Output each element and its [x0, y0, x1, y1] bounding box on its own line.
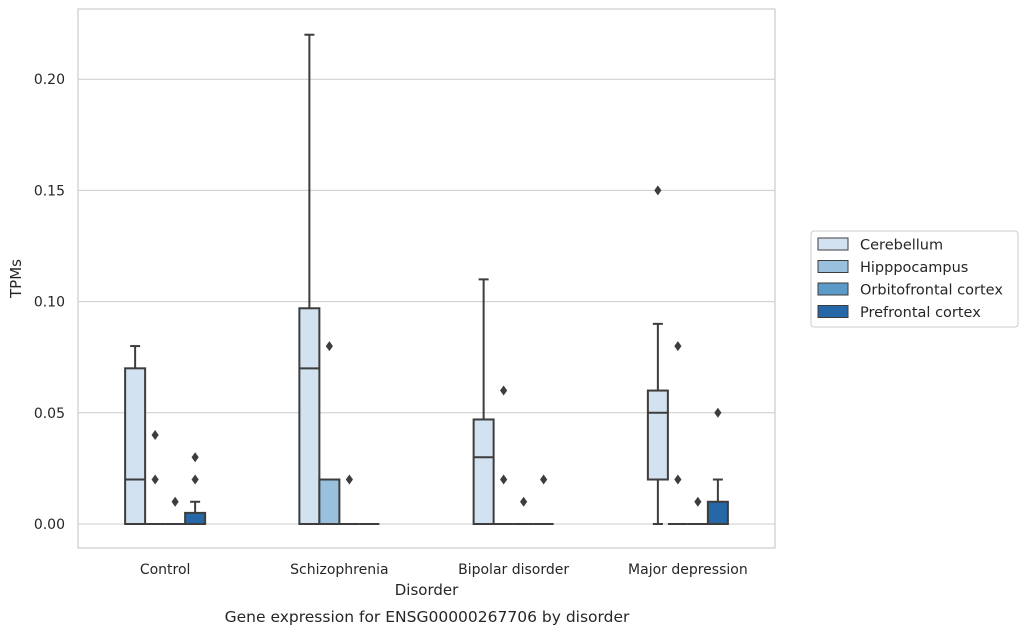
outlier-point	[714, 407, 722, 418]
y-tick-label: 0.15	[34, 183, 65, 199]
legend-label: Prefrontal cortex	[860, 305, 981, 321]
outlier-point	[674, 474, 682, 485]
y-axis-label: TPMs	[7, 259, 25, 299]
box-body	[706, 500, 729, 526]
box-orbitofrontal-cortex	[339, 474, 360, 525]
plot-frame	[77, 8, 776, 549]
outlier-point	[500, 474, 508, 485]
outlier-point	[694, 496, 702, 507]
y-tick-label: 0.05	[34, 406, 65, 422]
y-tick-labels: 0.00 0.05 0.10 0.15 0.20	[34, 72, 65, 533]
legend-label: Orbitofrontal cortex	[860, 283, 1003, 299]
x-axis-label: Disorder	[395, 581, 459, 599]
box-orbitofrontal-cortex	[165, 496, 186, 525]
outlier-point	[191, 452, 199, 463]
box-body	[298, 307, 321, 525]
box-hipppocampus	[667, 341, 688, 525]
box-prefrontal-cortex	[184, 452, 207, 526]
box-prefrontal-cortex	[706, 407, 729, 526]
box-hipppocampus	[145, 430, 166, 525]
outlier-point	[345, 474, 353, 485]
box-cerebellum	[298, 33, 321, 525]
outlier-point	[540, 474, 548, 485]
box-prefrontal-cortex	[533, 474, 554, 525]
box-orbitofrontal-cortex	[687, 496, 708, 525]
legend-label: Cerebellum	[860, 238, 943, 254]
outlier-point	[654, 185, 662, 196]
box-cerebellum	[646, 185, 669, 525]
x-tick-label: Schizophrenia	[290, 562, 388, 578]
chart-caption: Gene expression for ENSG00000267706 by d…	[225, 608, 630, 626]
grid-layer	[78, 78, 775, 525]
legend-swatch	[817, 305, 849, 318]
box-hipppocampus	[493, 385, 514, 525]
outlier-point	[500, 385, 508, 396]
outlier-point	[191, 474, 199, 485]
outlier-point	[171, 496, 179, 507]
legend-swatch	[817, 260, 849, 273]
box-orbitofrontal-cortex	[513, 496, 534, 525]
box-body	[472, 418, 495, 525]
x-tick-label: Control	[140, 562, 191, 578]
y-tick-label: 0.20	[34, 72, 65, 88]
box-hipppocampus	[318, 341, 341, 525]
legend-swatch	[817, 282, 849, 296]
outlier-point	[674, 341, 682, 352]
box-body	[124, 367, 147, 525]
legend: Cerebellum Hipppocampus Orbitofrontal cort…	[810, 230, 1019, 328]
legend-frame	[810, 230, 1019, 328]
box-body	[646, 389, 669, 481]
y-tick-label: 0.10	[34, 295, 65, 311]
x-tick-label: Major depression	[628, 562, 748, 578]
box-body	[184, 511, 207, 526]
box-cerebellum	[472, 278, 495, 525]
outlier-point	[325, 341, 333, 352]
legend-label: Hipppocampus	[860, 260, 968, 276]
outlier-point	[151, 474, 159, 485]
box-body	[318, 478, 341, 525]
y-tick-label: 0.00	[34, 517, 65, 533]
outlier-point	[520, 496, 528, 507]
box-cerebellum	[124, 345, 147, 525]
x-tick-label: Bipolar disorder	[458, 562, 569, 578]
legend-swatch	[817, 237, 849, 251]
box-layer	[124, 33, 729, 526]
x-tick-labels: Control Schizophrenia Bipolar disorder Majo…	[140, 562, 748, 578]
outlier-point	[151, 430, 159, 441]
